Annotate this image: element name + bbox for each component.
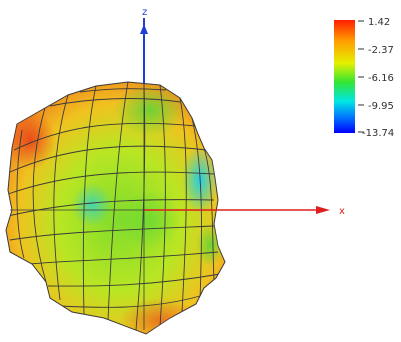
x-axis-label: x bbox=[339, 206, 345, 217]
colorbar-tick-label: -13.74 bbox=[362, 128, 394, 139]
radiation-surface[interactable] bbox=[4, 81, 226, 338]
colorbar: 1.42 -2.37 -6.16 -9.95 -13.74 bbox=[334, 17, 394, 139]
colorbar-gradient bbox=[334, 20, 355, 133]
z-axis bbox=[140, 18, 148, 84]
colorbar-tick-label: 1.42 bbox=[368, 17, 390, 28]
z-axis-label: z bbox=[142, 7, 147, 18]
colorbar-tick-label: -6.16 bbox=[368, 73, 394, 84]
colorbar-tick-label: -2.37 bbox=[368, 45, 394, 56]
x-axis bbox=[10, 206, 330, 214]
colorbar-tick-label: -9.95 bbox=[368, 101, 394, 112]
